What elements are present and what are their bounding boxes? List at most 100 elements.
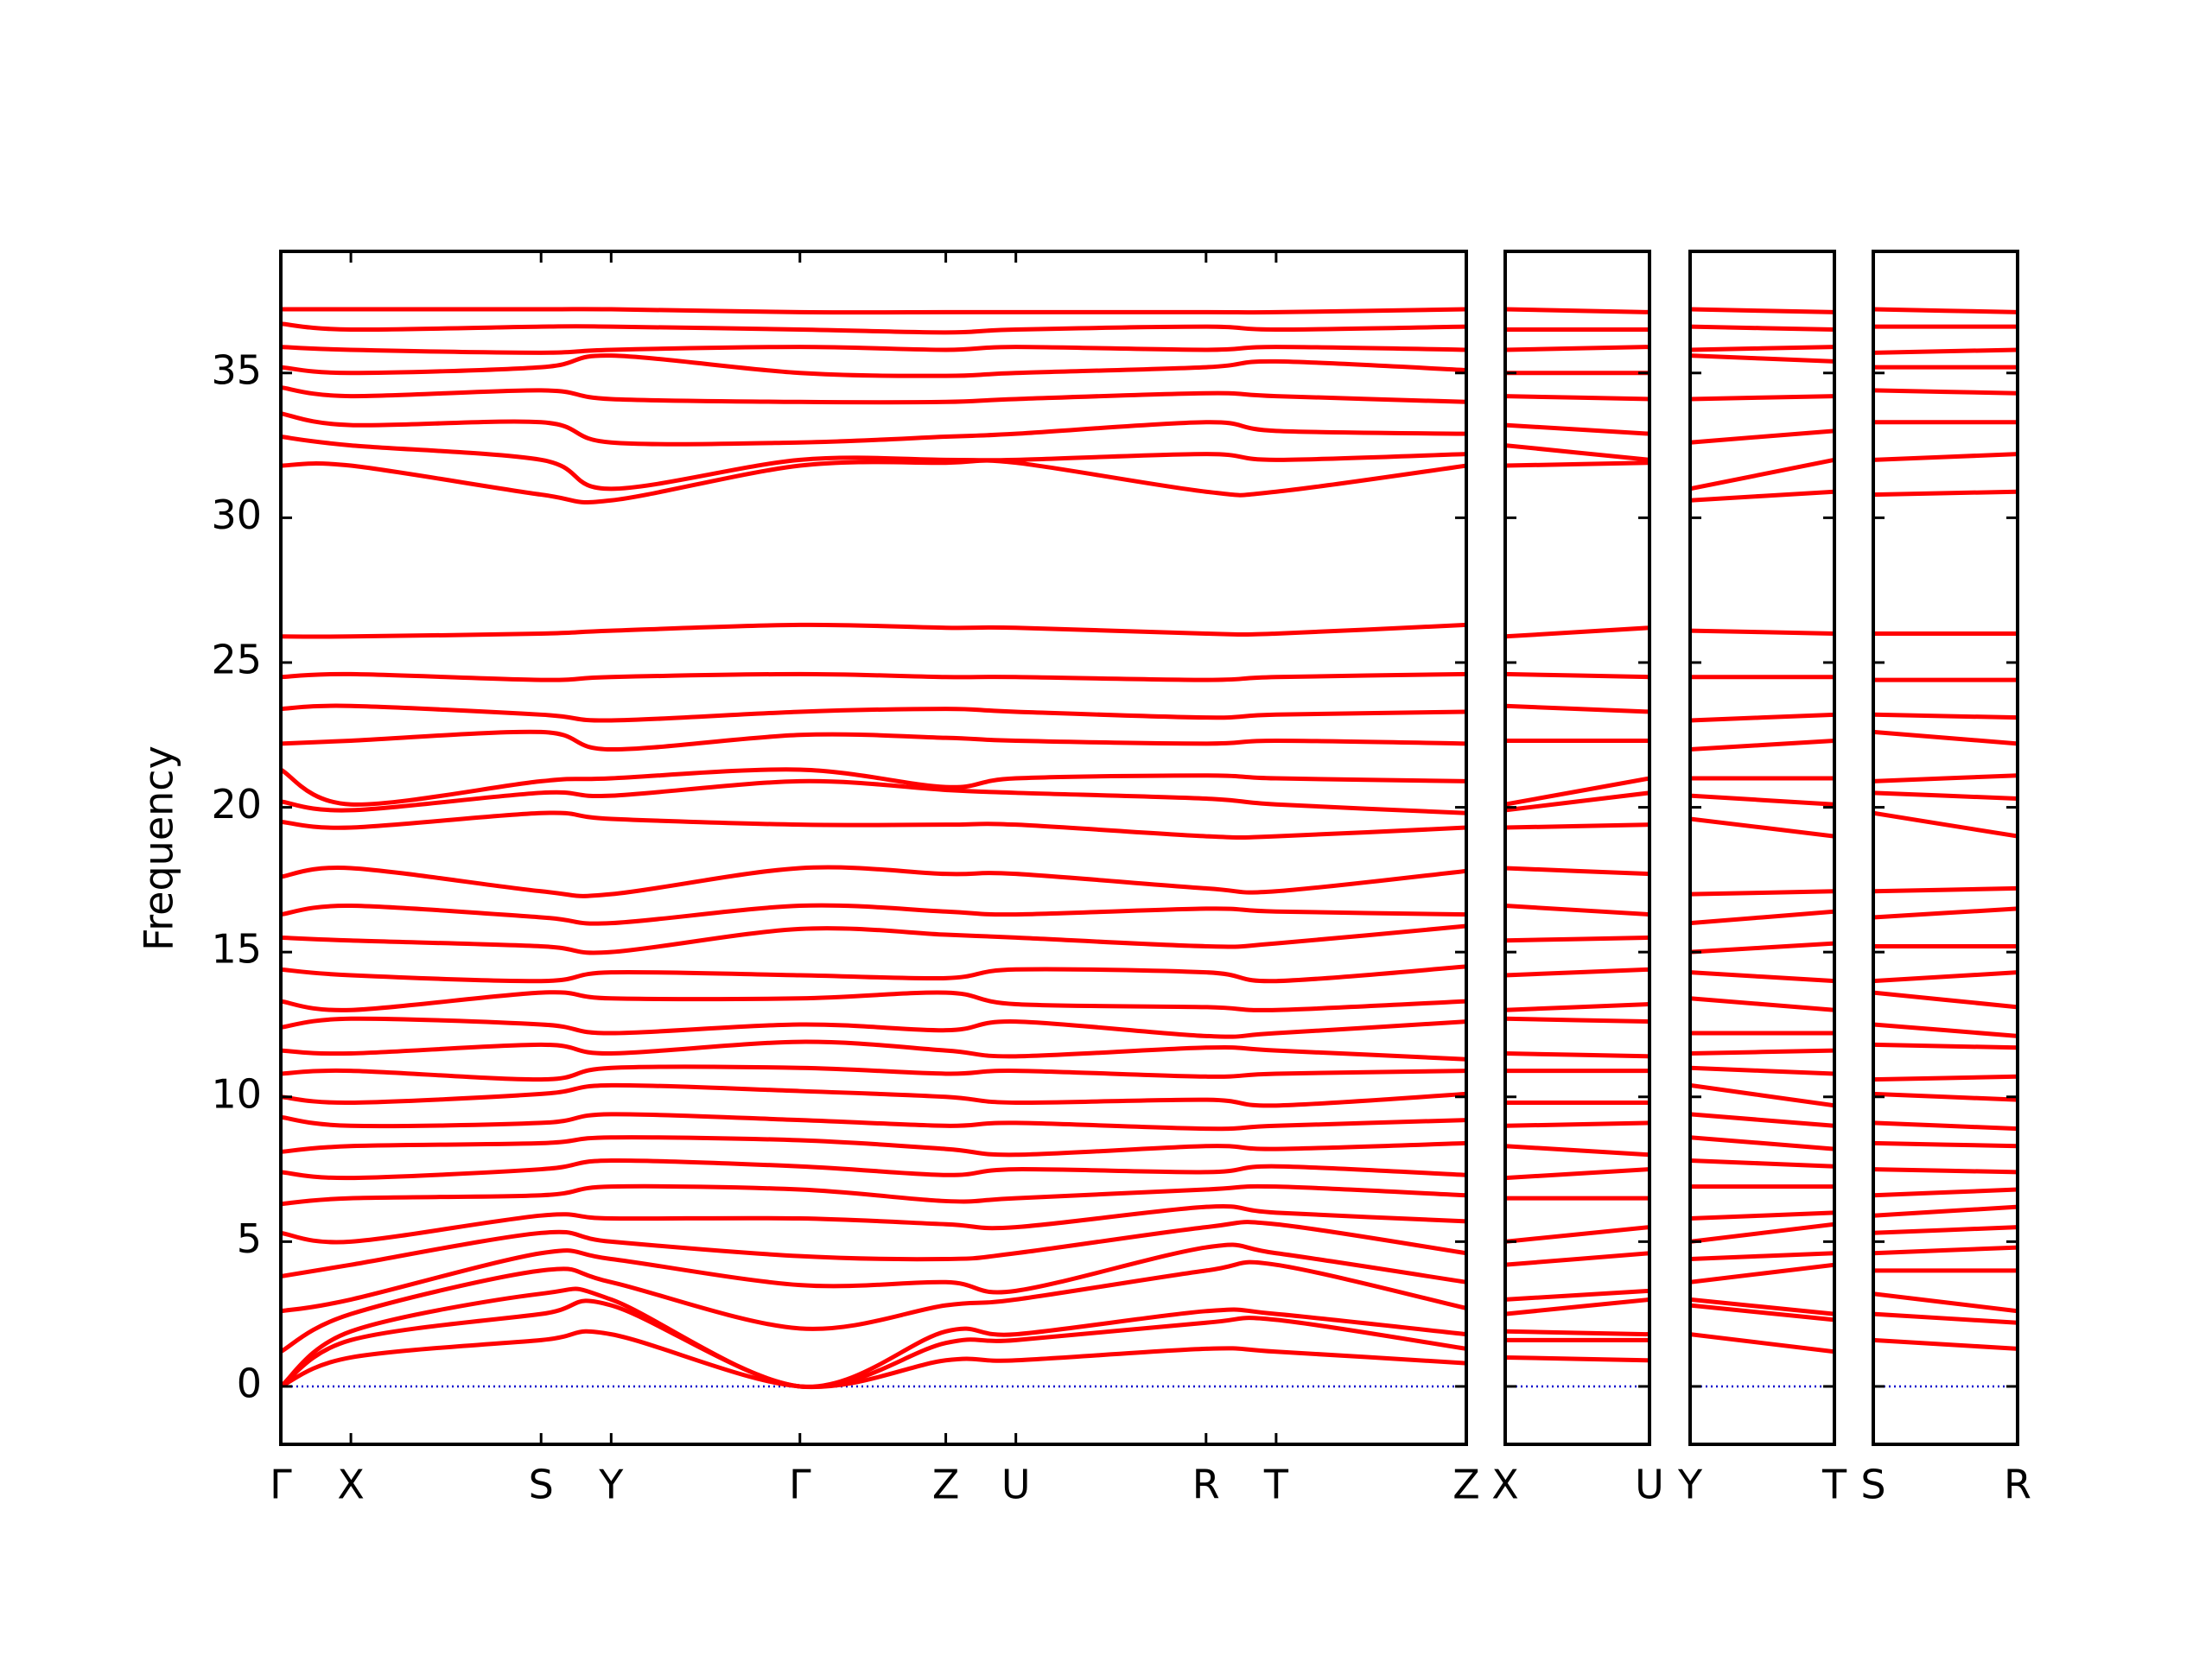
- band-line: [1873, 712, 2018, 720]
- panel-frame: [1503, 250, 1651, 1446]
- band-line: [1873, 307, 2018, 314]
- band-line: [1873, 1140, 2018, 1149]
- band-line: [281, 1183, 1466, 1207]
- band-line: [281, 1135, 1466, 1158]
- band-line: [1505, 790, 1649, 813]
- band-line: [1505, 1120, 1649, 1128]
- band-line: [1505, 776, 1649, 807]
- band-line: [1690, 889, 1834, 897]
- y-tick-label: 5: [237, 1215, 262, 1262]
- band-line: [1873, 1337, 2018, 1351]
- x-tick-label: Γ: [789, 1462, 811, 1508]
- band-line: [1690, 307, 1834, 314]
- x-tick-label: U: [1001, 1462, 1031, 1508]
- panel-frame: [279, 250, 1468, 1446]
- band-line: [281, 435, 1466, 492]
- y-tick-label: 0: [237, 1360, 262, 1406]
- band-line: [1505, 1144, 1649, 1158]
- band-line: [1690, 793, 1834, 807]
- x-tick-label: S: [1860, 1462, 1885, 1508]
- band-line: [281, 903, 1466, 926]
- band-line: [1690, 1112, 1834, 1128]
- x-tick-label: Γ: [270, 1462, 292, 1508]
- band-line: [1690, 1332, 1834, 1354]
- band-line: [1873, 885, 2018, 894]
- band-line: [1690, 909, 1834, 926]
- band-line: [1690, 324, 1834, 333]
- band-line: [281, 1259, 1466, 1354]
- band-line: [281, 964, 1466, 984]
- band-line: [1505, 460, 1649, 468]
- band-line: [1505, 1288, 1649, 1302]
- band-line: [1873, 1311, 2018, 1325]
- band-line: [281, 1082, 1466, 1108]
- band-line: [1690, 1158, 1834, 1169]
- band-line: [281, 1203, 1466, 1245]
- band-line: [1505, 1251, 1649, 1267]
- band-line: [281, 345, 1466, 355]
- band-line: [281, 1064, 1466, 1082]
- plot-area: [1690, 307, 1834, 1388]
- band-line: [1505, 671, 1649, 680]
- band-line: [1873, 1042, 2018, 1050]
- band-line: [281, 458, 1466, 505]
- band-line: [281, 865, 1466, 898]
- band-line: [1690, 970, 1834, 984]
- band-line: [1690, 1262, 1834, 1285]
- band-line: [1690, 1065, 1834, 1076]
- band-line: [1873, 773, 2018, 783]
- plot-area: [281, 307, 1466, 1390]
- band-line: [281, 353, 1466, 378]
- band-line: [1505, 866, 1649, 877]
- band-line: [281, 810, 1466, 841]
- band-line: [281, 1298, 1466, 1390]
- x-tick-label: T: [1263, 1462, 1289, 1508]
- band-line: [1873, 1022, 2018, 1038]
- band-line: [1873, 347, 2018, 355]
- band-line: [1505, 1297, 1649, 1316]
- band-line: [1690, 1082, 1834, 1108]
- band-line: [1690, 1297, 1834, 1316]
- band-line: [1873, 1167, 2018, 1175]
- x-tick-label: U: [1635, 1462, 1664, 1508]
- band-line: [281, 729, 1466, 752]
- band-line: [281, 990, 1466, 1012]
- band-line: [1690, 628, 1834, 636]
- x-tick-label: X: [337, 1462, 365, 1508]
- band-line: [1690, 345, 1834, 352]
- band-line: [281, 671, 1466, 682]
- band-line: [1505, 394, 1649, 402]
- band-line: [281, 1242, 1466, 1314]
- band-line: [1505, 1167, 1649, 1181]
- band-line: [1505, 307, 1649, 314]
- band-line: [1505, 1050, 1649, 1059]
- band-line: [281, 385, 1466, 405]
- band-line: [1873, 729, 2018, 746]
- band-line: [1690, 1210, 1834, 1221]
- band-line: [1873, 1225, 2018, 1235]
- band-line: [1873, 1245, 2018, 1256]
- band-line: [281, 1112, 1466, 1132]
- x-tick-label: R: [1192, 1462, 1220, 1508]
- band-line: [1873, 970, 2018, 984]
- band-line: [1690, 457, 1834, 492]
- band-line: [281, 1286, 1466, 1389]
- band-line: [1505, 967, 1649, 978]
- band-line: [1690, 712, 1834, 723]
- band-line: [1873, 388, 2018, 396]
- x-tick-label: X: [1491, 1462, 1519, 1508]
- band-line: [1690, 1221, 1834, 1244]
- band-line: [281, 767, 1466, 807]
- x-tick-label: Y: [598, 1462, 624, 1508]
- band-line: [1690, 394, 1834, 402]
- band-line: [1873, 1091, 2018, 1102]
- band-line: [281, 1158, 1466, 1181]
- y-tick-label: 20: [211, 781, 262, 828]
- band-line: [281, 1220, 1466, 1279]
- band-line: [1690, 996, 1834, 1012]
- y-tick-label: 30: [211, 492, 262, 538]
